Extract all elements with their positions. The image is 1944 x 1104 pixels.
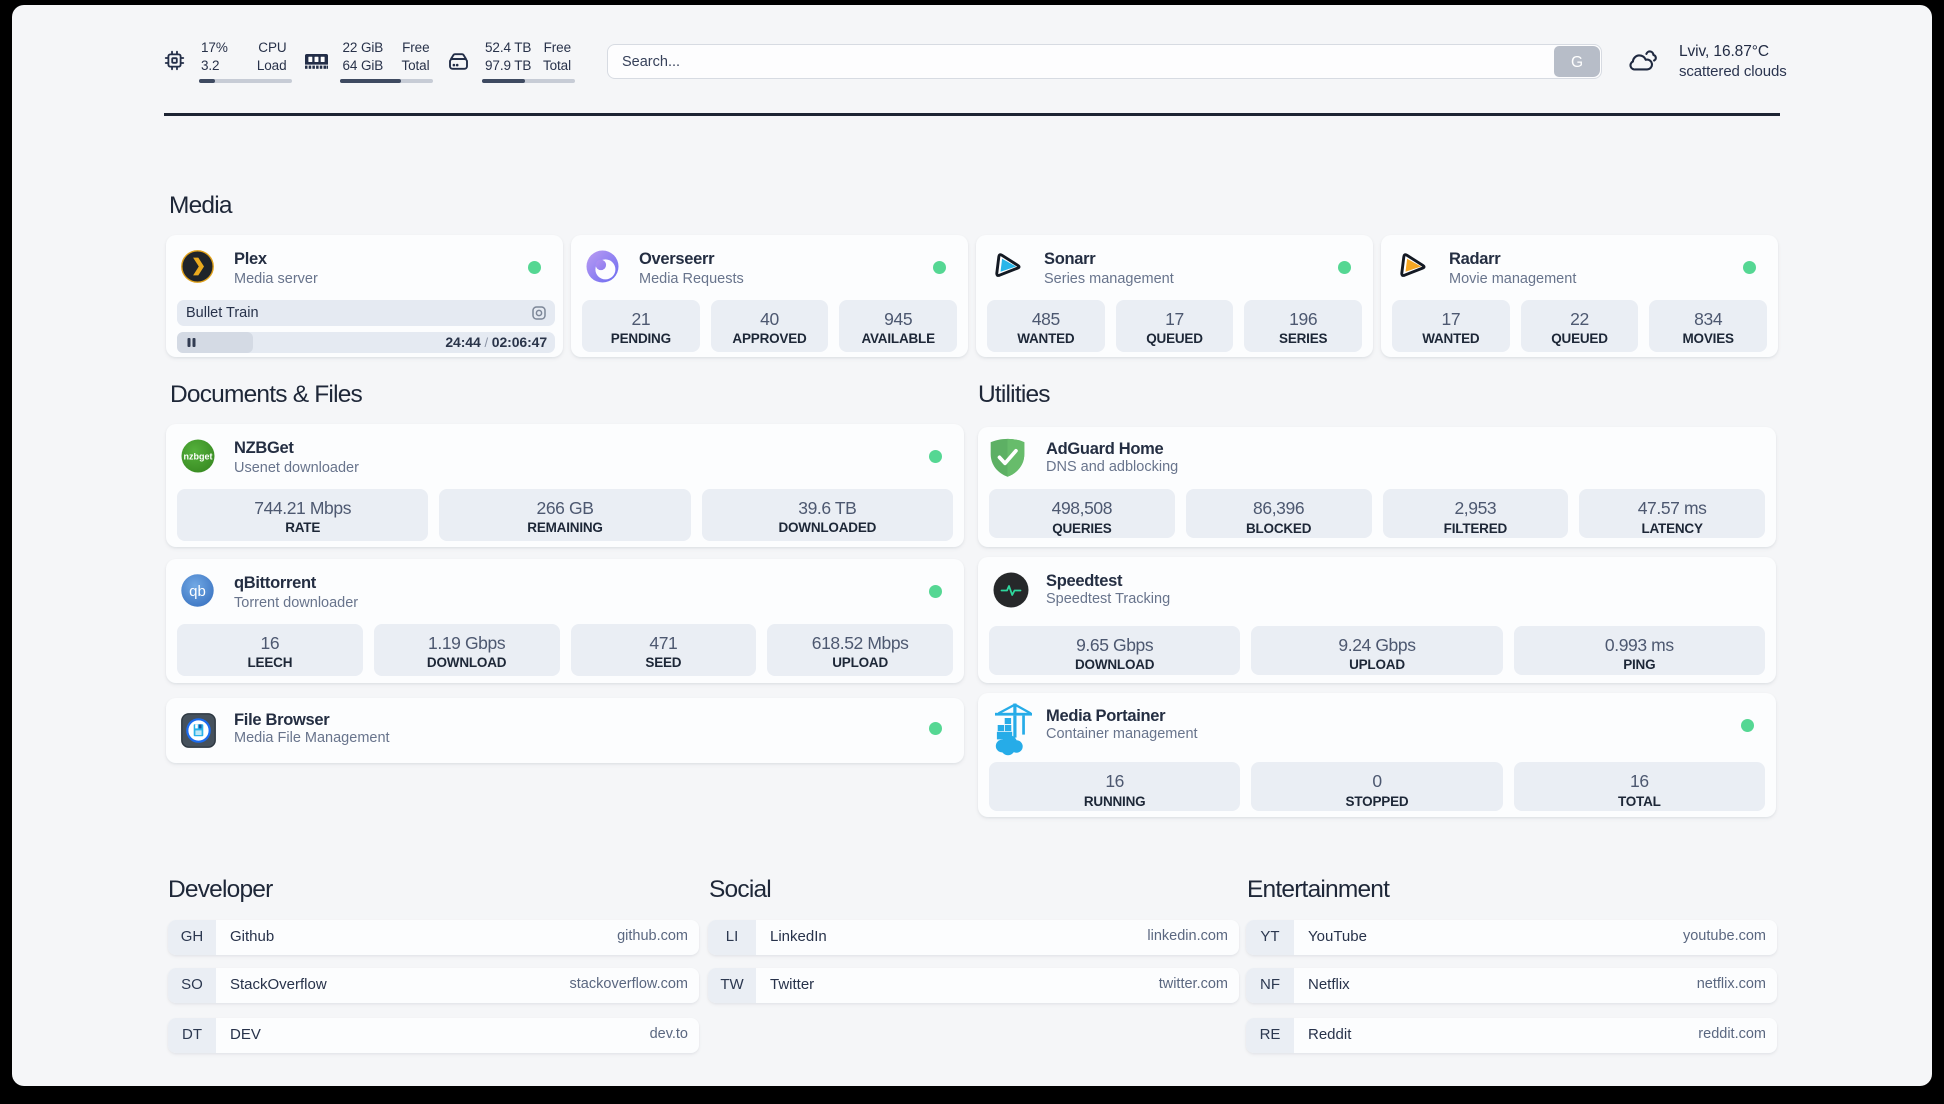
svg-text:qb: qb <box>189 583 206 600</box>
svg-text:nzbget: nzbget <box>184 452 213 462</box>
